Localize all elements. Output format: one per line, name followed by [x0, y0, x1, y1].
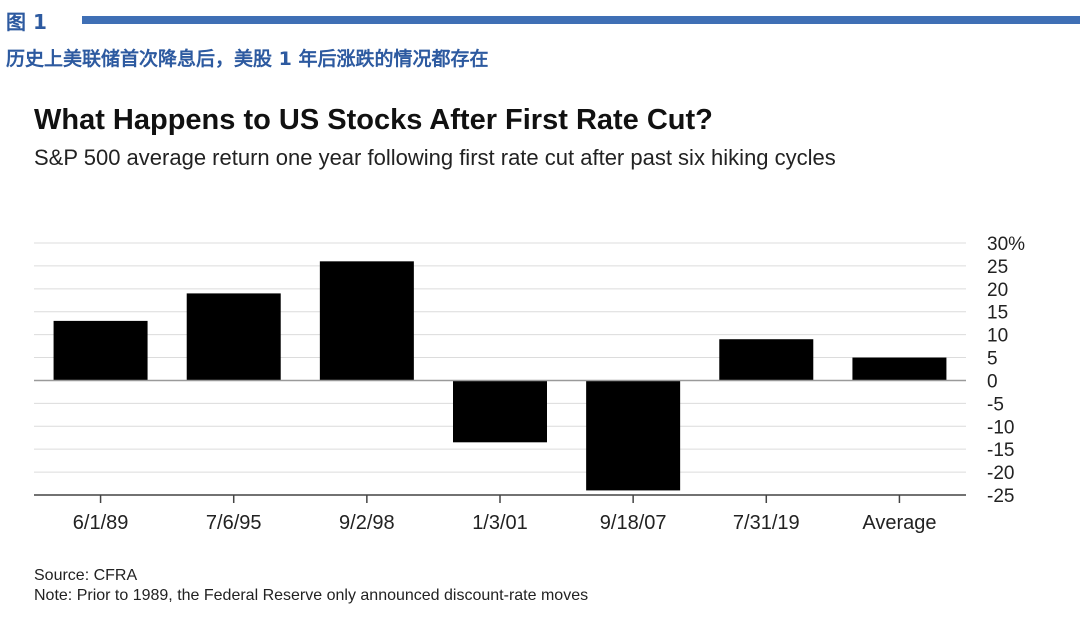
chart-subtitle: S&P 500 average return one year followin… — [34, 145, 836, 170]
y-tick-label: 15 — [987, 303, 1008, 324]
y-tick-label: 5 — [987, 349, 998, 370]
x-tick-label: 9/18/07 — [600, 512, 667, 534]
y-tick-label: 0 — [987, 371, 998, 392]
y-tick-label: 25 — [987, 257, 1008, 278]
y-tick-label: 30% — [987, 234, 1025, 255]
chart-title: What Happens to US Stocks After First Ra… — [34, 104, 713, 136]
x-tick-label: 9/2/98 — [339, 512, 395, 534]
bar — [719, 339, 814, 381]
bar — [586, 380, 681, 491]
figure-label: 图 1 — [6, 10, 47, 34]
x-tick-label: Average — [862, 512, 936, 534]
y-tick-label: -15 — [987, 440, 1014, 461]
x-tick-label: 7/6/95 — [206, 512, 262, 534]
y-tick-label: 10 — [987, 326, 1008, 347]
chart-note: Note: Prior to 1989, the Federal Reserve… — [34, 587, 589, 604]
bar — [852, 357, 947, 381]
bar — [453, 380, 547, 443]
chart-source: Source: CFRA — [34, 567, 138, 584]
x-tick-label: 1/3/01 — [472, 512, 528, 534]
figure-header: 图 1 — [6, 4, 1080, 34]
y-tick-label: -20 — [987, 463, 1014, 484]
x-tick-label: 7/31/19 — [733, 512, 800, 534]
bar — [319, 261, 414, 381]
y-tick-label: -5 — [987, 394, 1004, 415]
y-tick-label: -25 — [987, 486, 1014, 507]
figure-rule — [82, 16, 1080, 24]
bar — [186, 293, 281, 381]
y-tick-label: -10 — [987, 417, 1014, 438]
bar — [53, 320, 148, 381]
y-tick-label: 20 — [987, 280, 1008, 301]
x-tick-label: 6/1/89 — [73, 512, 129, 534]
figure-caption: 历史上美联储首次降息后，美股 1 年后涨跌的情况都存在 — [6, 48, 489, 70]
